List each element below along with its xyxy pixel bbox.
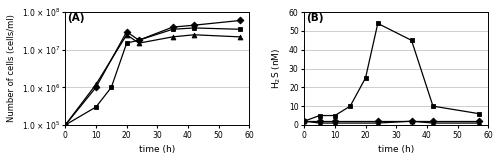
X-axis label: time (h): time (h): [139, 145, 175, 154]
X-axis label: time (h): time (h): [378, 145, 414, 154]
Y-axis label: H$_2$S (nM): H$_2$S (nM): [271, 48, 283, 89]
Y-axis label: Number of cells (cells/ml): Number of cells (cells/ml): [7, 15, 16, 123]
Text: (B): (B): [306, 13, 324, 23]
Text: (A): (A): [67, 13, 84, 23]
